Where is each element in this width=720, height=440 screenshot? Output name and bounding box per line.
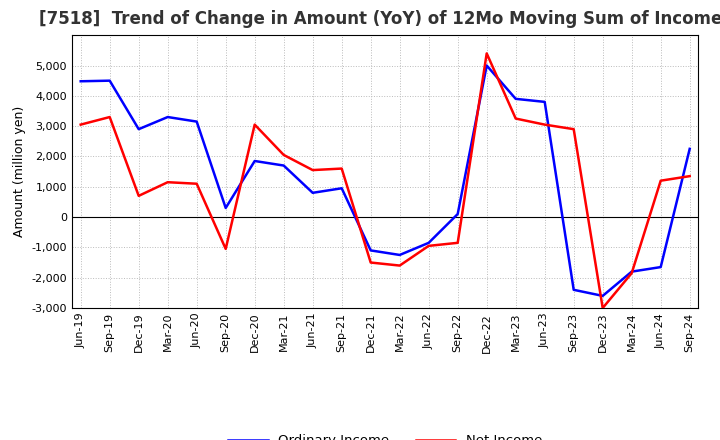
Net Income — [163, 180, 172, 185]
Ordinary Income — [511, 96, 520, 102]
Net Income — [685, 173, 694, 179]
Net Income — [279, 152, 288, 158]
Ordinary Income — [454, 211, 462, 216]
Net Income — [221, 246, 230, 252]
Net Income — [76, 122, 85, 127]
Net Income — [424, 243, 433, 249]
Net Income — [482, 51, 491, 56]
Ordinary Income — [627, 269, 636, 274]
Ordinary Income — [192, 119, 201, 124]
Net Income — [366, 260, 375, 265]
Net Income — [135, 193, 143, 198]
Y-axis label: Amount (million yen): Amount (million yen) — [13, 106, 26, 237]
Net Income — [308, 168, 317, 173]
Net Income — [192, 181, 201, 187]
Net Income — [541, 122, 549, 127]
Net Income — [338, 166, 346, 171]
Ordinary Income — [338, 186, 346, 191]
Net Income — [251, 122, 259, 127]
Ordinary Income — [135, 127, 143, 132]
Ordinary Income — [76, 79, 85, 84]
Legend: Ordinary Income, Net Income: Ordinary Income, Net Income — [222, 429, 548, 440]
Net Income — [570, 127, 578, 132]
Line: Net Income: Net Income — [81, 53, 690, 308]
Ordinary Income — [221, 205, 230, 211]
Ordinary Income — [105, 78, 114, 83]
Net Income — [454, 240, 462, 246]
Ordinary Income — [482, 63, 491, 68]
Ordinary Income — [598, 293, 607, 298]
Ordinary Income — [685, 146, 694, 151]
Ordinary Income — [279, 163, 288, 168]
Net Income — [657, 178, 665, 183]
Ordinary Income — [424, 240, 433, 246]
Title: [7518]  Trend of Change in Amount (YoY) of 12Mo Moving Sum of Incomes: [7518] Trend of Change in Amount (YoY) o… — [39, 10, 720, 28]
Ordinary Income — [395, 252, 404, 257]
Ordinary Income — [541, 99, 549, 105]
Line: Ordinary Income: Ordinary Income — [81, 66, 690, 296]
Ordinary Income — [366, 248, 375, 253]
Net Income — [511, 116, 520, 121]
Ordinary Income — [570, 287, 578, 293]
Ordinary Income — [657, 264, 665, 270]
Net Income — [105, 114, 114, 120]
Net Income — [395, 263, 404, 268]
Net Income — [627, 271, 636, 276]
Ordinary Income — [251, 158, 259, 164]
Ordinary Income — [163, 114, 172, 120]
Ordinary Income — [308, 190, 317, 195]
Net Income — [598, 305, 607, 311]
